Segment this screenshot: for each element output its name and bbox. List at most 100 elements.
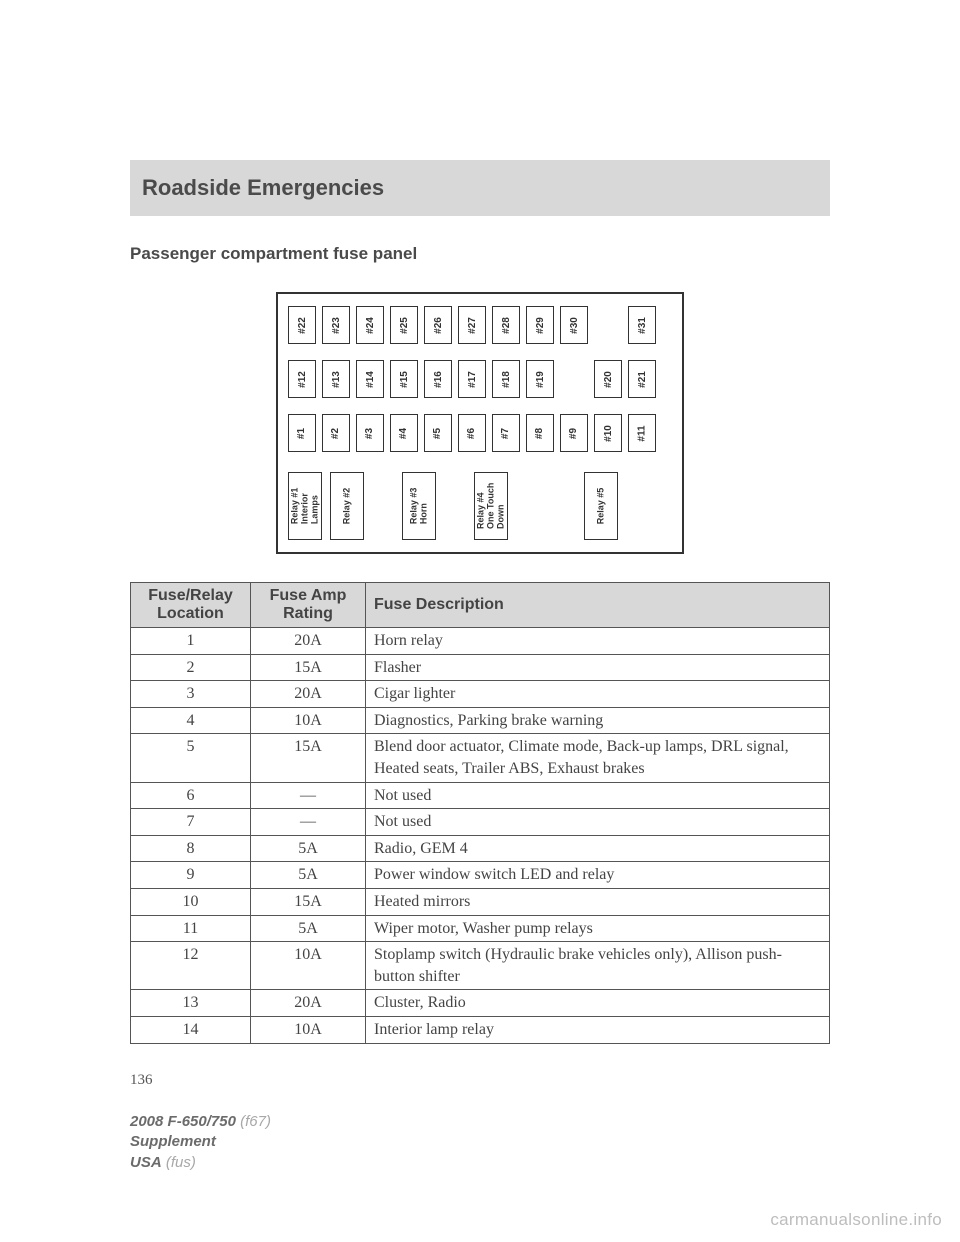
page-number: 136 bbox=[130, 1072, 830, 1089]
cell-amp: 5A bbox=[251, 862, 366, 889]
fuse-panel-diagram-wrap: #22 #23 #24 #25 #26 #27 #28 #29 #30 #31 … bbox=[130, 292, 830, 554]
table-row: 1320ACluster, Radio bbox=[131, 990, 830, 1017]
subheading: Passenger compartment fuse panel bbox=[130, 244, 830, 264]
fuse-slot: #11 bbox=[628, 414, 656, 452]
relay-slot: Relay #5 bbox=[584, 472, 618, 540]
table-row: 320ACigar lighter bbox=[131, 681, 830, 708]
cell-desc: Diagnostics, Parking brake warning bbox=[366, 707, 830, 734]
cell-desc: Wiper motor, Washer pump relays bbox=[366, 915, 830, 942]
cell-desc: Cluster, Radio bbox=[366, 990, 830, 1017]
fuse-slot: #7 bbox=[492, 414, 520, 452]
cell-desc: Not used bbox=[366, 809, 830, 836]
gap bbox=[560, 360, 588, 398]
cell-amp: 5A bbox=[251, 835, 366, 862]
cell-amp: 20A bbox=[251, 628, 366, 655]
fuse-slot: #9 bbox=[560, 414, 588, 452]
page-content: Roadside Emergencies Passenger compartme… bbox=[130, 160, 830, 1089]
fuse-slot: #27 bbox=[458, 306, 486, 344]
fuse-slot: #8 bbox=[526, 414, 554, 452]
fuse-slot: #4 bbox=[390, 414, 418, 452]
cell-desc: Cigar lighter bbox=[366, 681, 830, 708]
table-row: 515ABlend door actuator, Climate mode, B… bbox=[131, 734, 830, 782]
fuse-slot: #3 bbox=[356, 414, 384, 452]
col-location: Fuse/Relay Location bbox=[131, 583, 251, 628]
cell-amp: 15A bbox=[251, 654, 366, 681]
cell-amp: — bbox=[251, 782, 366, 809]
fuse-slot: #23 bbox=[322, 306, 350, 344]
cell-amp: — bbox=[251, 809, 366, 836]
fuse-panel-diagram: #22 #23 #24 #25 #26 #27 #28 #29 #30 #31 … bbox=[276, 292, 684, 554]
gap bbox=[594, 306, 622, 344]
table-header: Fuse/Relay Location Fuse Amp Rating Fuse… bbox=[131, 583, 830, 628]
cell-amp: 10A bbox=[251, 1016, 366, 1043]
cell-desc: Power window switch LED and relay bbox=[366, 862, 830, 889]
relay-slot: Relay #1 Interior Lamps bbox=[288, 472, 322, 540]
cell-location: 4 bbox=[131, 707, 251, 734]
cell-location: 14 bbox=[131, 1016, 251, 1043]
cell-amp: 15A bbox=[251, 888, 366, 915]
cell-location: 13 bbox=[131, 990, 251, 1017]
fuse-row-bottom: #1 #2 #3 #4 #5 #6 #7 #8 #9 #10 #11 bbox=[288, 414, 672, 452]
table-row: 1015AHeated mirrors bbox=[131, 888, 830, 915]
fuse-slot: #31 bbox=[628, 306, 656, 344]
table-row: 1410AInterior lamp relay bbox=[131, 1016, 830, 1043]
footer-line-3: USA (fus) bbox=[130, 1153, 271, 1173]
table-row: 95APower window switch LED and relay bbox=[131, 862, 830, 889]
cell-desc: Flasher bbox=[366, 654, 830, 681]
cell-desc: Not used bbox=[366, 782, 830, 809]
cell-location: 12 bbox=[131, 942, 251, 990]
gap bbox=[444, 472, 466, 540]
relay-row: Relay #1 Interior Lamps Relay #2 Relay #… bbox=[288, 472, 672, 540]
fuse-slot: #18 bbox=[492, 360, 520, 398]
cell-amp: 5A bbox=[251, 915, 366, 942]
section-header: Roadside Emergencies bbox=[130, 160, 830, 216]
table-row: 6—Not used bbox=[131, 782, 830, 809]
fuse-slot: #19 bbox=[526, 360, 554, 398]
col-amp: Fuse Amp Rating bbox=[251, 583, 366, 628]
col-desc: Fuse Description bbox=[366, 583, 830, 628]
table-row: 120AHorn relay bbox=[131, 628, 830, 655]
relay-slot: Relay #4 One Touch Down bbox=[474, 472, 508, 540]
cell-location: 7 bbox=[131, 809, 251, 836]
fuse-slot: #28 bbox=[492, 306, 520, 344]
fuse-slot: #14 bbox=[356, 360, 384, 398]
table-body: 120AHorn relay215AFlasher320ACigar light… bbox=[131, 628, 830, 1044]
cell-location: 11 bbox=[131, 915, 251, 942]
fuse-row-mid: #12 #13 #14 #15 #16 #17 #18 #19 #20 #21 bbox=[288, 360, 672, 398]
fuse-slot: #30 bbox=[560, 306, 588, 344]
fuse-slot: #17 bbox=[458, 360, 486, 398]
fuse-slot: #26 bbox=[424, 306, 452, 344]
cell-amp: 20A bbox=[251, 681, 366, 708]
fuse-row-top: #22 #23 #24 #25 #26 #27 #28 #29 #30 #31 bbox=[288, 306, 672, 344]
section-title: Roadside Emergencies bbox=[142, 175, 384, 201]
cell-amp: 10A bbox=[251, 942, 366, 990]
fuse-slot: #5 bbox=[424, 414, 452, 452]
cell-location: 10 bbox=[131, 888, 251, 915]
table-row: 215AFlasher bbox=[131, 654, 830, 681]
table-row: 85ARadio, GEM 4 bbox=[131, 835, 830, 862]
table-row: 115AWiper motor, Washer pump relays bbox=[131, 915, 830, 942]
relay-slot: Relay #3 Horn bbox=[402, 472, 436, 540]
cell-location: 1 bbox=[131, 628, 251, 655]
watermark: carmanualsonline.info bbox=[770, 1210, 942, 1230]
fuse-table: Fuse/Relay Location Fuse Amp Rating Fuse… bbox=[130, 582, 830, 1044]
cell-desc: Interior lamp relay bbox=[366, 1016, 830, 1043]
fuse-slot: #6 bbox=[458, 414, 486, 452]
fuse-slot: #21 bbox=[628, 360, 656, 398]
table-row: 7—Not used bbox=[131, 809, 830, 836]
cell-desc: Radio, GEM 4 bbox=[366, 835, 830, 862]
cell-location: 8 bbox=[131, 835, 251, 862]
fuse-slot: #12 bbox=[288, 360, 316, 398]
footer-line-1: 2008 F-650/750 (f67) bbox=[130, 1112, 271, 1132]
cell-desc: Heated mirrors bbox=[366, 888, 830, 915]
fuse-slot: #29 bbox=[526, 306, 554, 344]
fuse-slot: #2 bbox=[322, 414, 350, 452]
footer-line-2: Supplement bbox=[130, 1132, 271, 1152]
cell-amp: 20A bbox=[251, 990, 366, 1017]
cell-amp: 10A bbox=[251, 707, 366, 734]
table-row: 410ADiagnostics, Parking brake warning bbox=[131, 707, 830, 734]
gap bbox=[516, 472, 576, 540]
cell-location: 2 bbox=[131, 654, 251, 681]
fuse-slot: #13 bbox=[322, 360, 350, 398]
cell-amp: 15A bbox=[251, 734, 366, 782]
